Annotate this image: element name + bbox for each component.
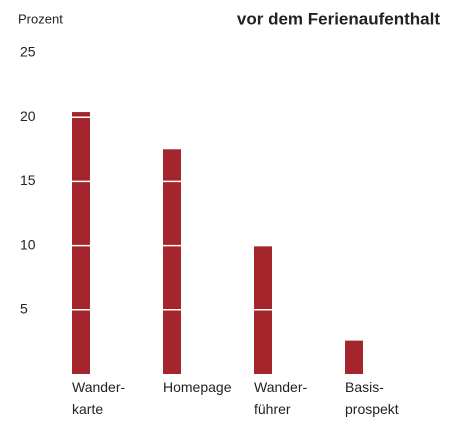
x-tick-label: Homepage bbox=[163, 379, 232, 395]
chart-title: vor dem Ferienaufenthalt bbox=[237, 9, 440, 28]
x-tick-label: Wander-führer bbox=[254, 379, 308, 417]
y-tick-label: 5 bbox=[20, 301, 28, 317]
bar bbox=[163, 149, 181, 374]
x-tick-label: Wander-karte bbox=[72, 379, 126, 417]
y-tick-label: 25 bbox=[20, 44, 36, 60]
y-tick-label: 15 bbox=[20, 172, 36, 188]
bar bbox=[72, 112, 90, 375]
y-tick-label: 10 bbox=[20, 236, 36, 252]
y-tick-label: 20 bbox=[20, 108, 36, 124]
bar bbox=[345, 340, 363, 374]
y-axis-label: Prozent bbox=[18, 11, 63, 26]
x-tick-label: Basis-prospekt bbox=[345, 379, 399, 417]
